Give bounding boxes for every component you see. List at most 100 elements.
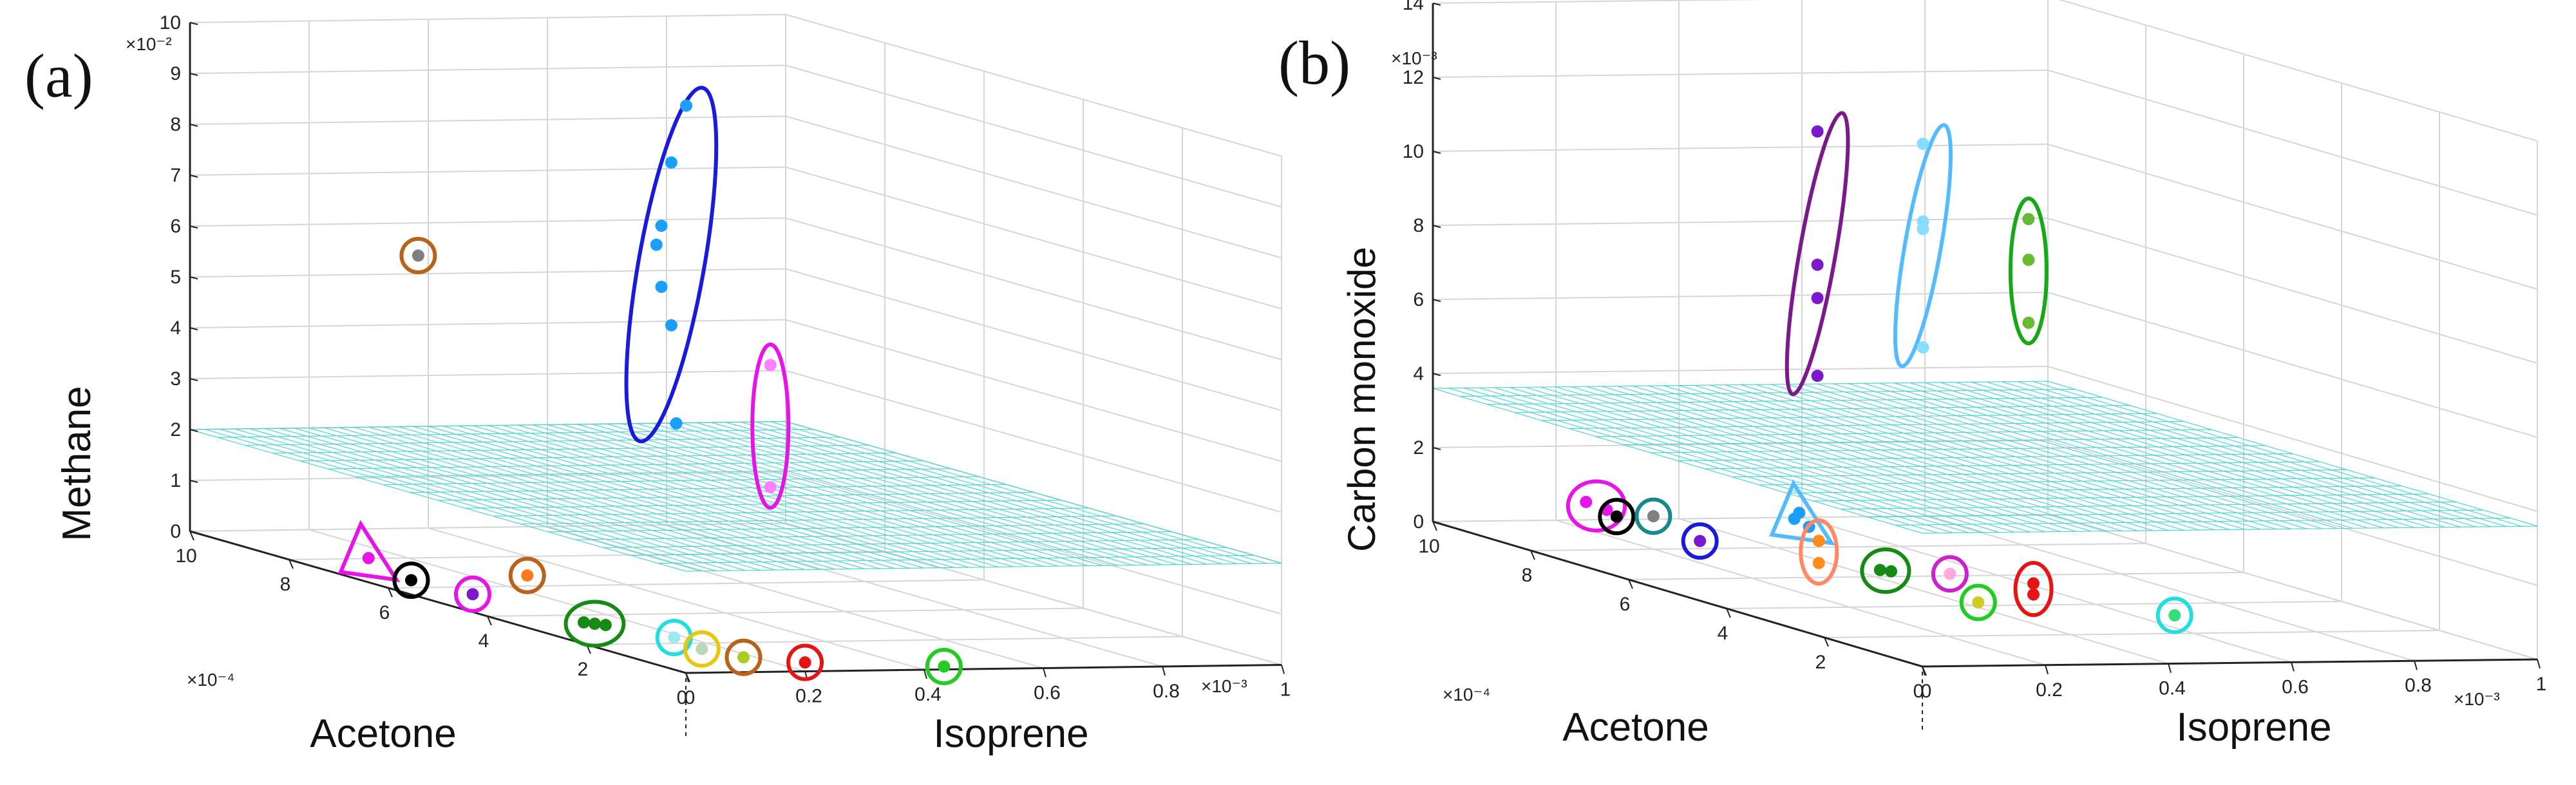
panel-a-z-axis-label: Methane	[55, 386, 99, 541]
cluster-ellipse-marker	[750, 342, 791, 510]
panel-a-x-multiplier: ×10⁻⁴	[187, 670, 234, 690]
mesh-line	[1571, 386, 2061, 533]
data-point	[1811, 292, 1824, 305]
panel-a-y-axis-label: Isoprene	[933, 712, 1088, 756]
y-tick-label: 0.2	[795, 686, 822, 707]
data-point	[405, 574, 417, 587]
mesh-line	[1848, 383, 2338, 529]
z-tick-mark	[189, 480, 198, 483]
mesh-line	[1971, 381, 2461, 527]
y-tick-mark	[2291, 662, 2295, 672]
mesh-line	[1894, 383, 2384, 529]
mesh-line	[249, 428, 746, 571]
grid-line	[547, 525, 1044, 669]
y-axis-line	[685, 664, 1282, 674]
mesh-line	[681, 422, 1178, 565]
cluster-ellipse-marker	[1860, 547, 1911, 594]
panel-b-x-multiplier: ×10⁻⁴	[1443, 685, 1490, 705]
x-axis-line	[1432, 520, 1923, 668]
z-tick-label: 2	[1413, 437, 1424, 459]
grid-line	[189, 64, 1282, 208]
mesh-line	[264, 428, 761, 571]
y-tick-mark	[2045, 665, 2049, 675]
x-tick-label: 10	[175, 545, 196, 567]
x-tick-label: 0	[1913, 681, 1924, 702]
y-tick-mark	[1043, 668, 1046, 677]
grid-line	[189, 14, 1282, 157]
mesh-line	[473, 425, 969, 568]
grid-line	[1924, 515, 2415, 662]
x-tick-mark	[388, 587, 393, 598]
panel-b-x-axis-label: Acetone	[1562, 705, 1709, 750]
cluster-ellipse-marker	[1799, 518, 1839, 586]
grid-line	[189, 370, 1282, 513]
z-tick-label: 2	[170, 419, 181, 440]
z-tick-label: 9	[170, 63, 181, 84]
grid-line	[1432, 0, 2538, 142]
mesh-line	[383, 426, 880, 569]
mesh-line	[308, 427, 806, 571]
mesh-line	[726, 422, 1222, 565]
grid-line	[2047, 514, 2538, 660]
mesh-line	[368, 426, 865, 569]
x-tick-mark	[289, 559, 294, 569]
cluster-circle-marker	[392, 562, 430, 599]
z-tick-mark	[189, 276, 198, 279]
mesh-line	[1586, 386, 2076, 532]
y-axis-line	[1922, 658, 2538, 668]
z-tick-label: 1	[170, 470, 181, 491]
cluster-triangle-marker	[337, 520, 401, 583]
mesh-line	[1510, 387, 2000, 533]
data-point	[665, 319, 677, 332]
y-tick-mark	[2168, 663, 2172, 673]
z-tick-mark	[1432, 521, 1441, 524]
data-point	[737, 651, 750, 664]
z-tick-label: 7	[170, 165, 181, 186]
data-point	[2168, 609, 2181, 622]
grid-line	[189, 522, 786, 532]
cluster-circle-marker	[454, 575, 491, 613]
mesh-line	[1494, 387, 1984, 533]
mesh-line	[1525, 386, 2015, 533]
mesh-line	[354, 426, 850, 570]
mesh-line	[562, 424, 1059, 567]
panel-a-x-axis-label: Acetone	[310, 712, 457, 756]
grid-line	[1628, 572, 2244, 580]
z-tick-mark	[189, 327, 198, 330]
cluster-ellipse-marker	[1566, 479, 1627, 533]
grid-line	[1726, 601, 2342, 609]
z-tick-label: 10	[160, 12, 181, 33]
data-point	[680, 99, 692, 112]
panel-b-label: (b)	[1278, 28, 1350, 97]
z-tick-label: 4	[170, 317, 181, 339]
z-tick-label: 4	[1413, 363, 1424, 384]
mesh-line	[1694, 384, 2184, 531]
x-tick-mark	[487, 616, 492, 626]
mesh-line	[1817, 383, 2307, 529]
mesh-line	[607, 423, 1103, 566]
cluster-circle-marker	[508, 556, 546, 594]
z-tick-label: 3	[170, 368, 181, 390]
x-tick-label: 6	[379, 602, 390, 623]
y-tick-label: 0	[685, 687, 696, 708]
panel-b-grid	[1432, 0, 2538, 667]
data-point	[650, 238, 663, 251]
x-tick-label: 8	[1522, 565, 1533, 586]
data-point	[412, 249, 424, 262]
x-tick-label: 6	[1620, 594, 1631, 615]
mesh-line	[1771, 384, 2261, 530]
grid-line	[1824, 630, 2440, 638]
y-tick-label: 0.8	[1153, 681, 1180, 702]
data-point	[1917, 137, 1929, 150]
mesh-line	[220, 428, 716, 571]
mesh-line	[517, 424, 1014, 567]
z-tick-label: 10	[1403, 141, 1424, 162]
grid-line	[308, 529, 806, 672]
x-tick-mark	[1824, 637, 1829, 647]
mesh-line	[1924, 382, 2415, 528]
y-tick-mark	[1162, 666, 1166, 676]
y-tick-label: 0	[1921, 681, 1932, 702]
